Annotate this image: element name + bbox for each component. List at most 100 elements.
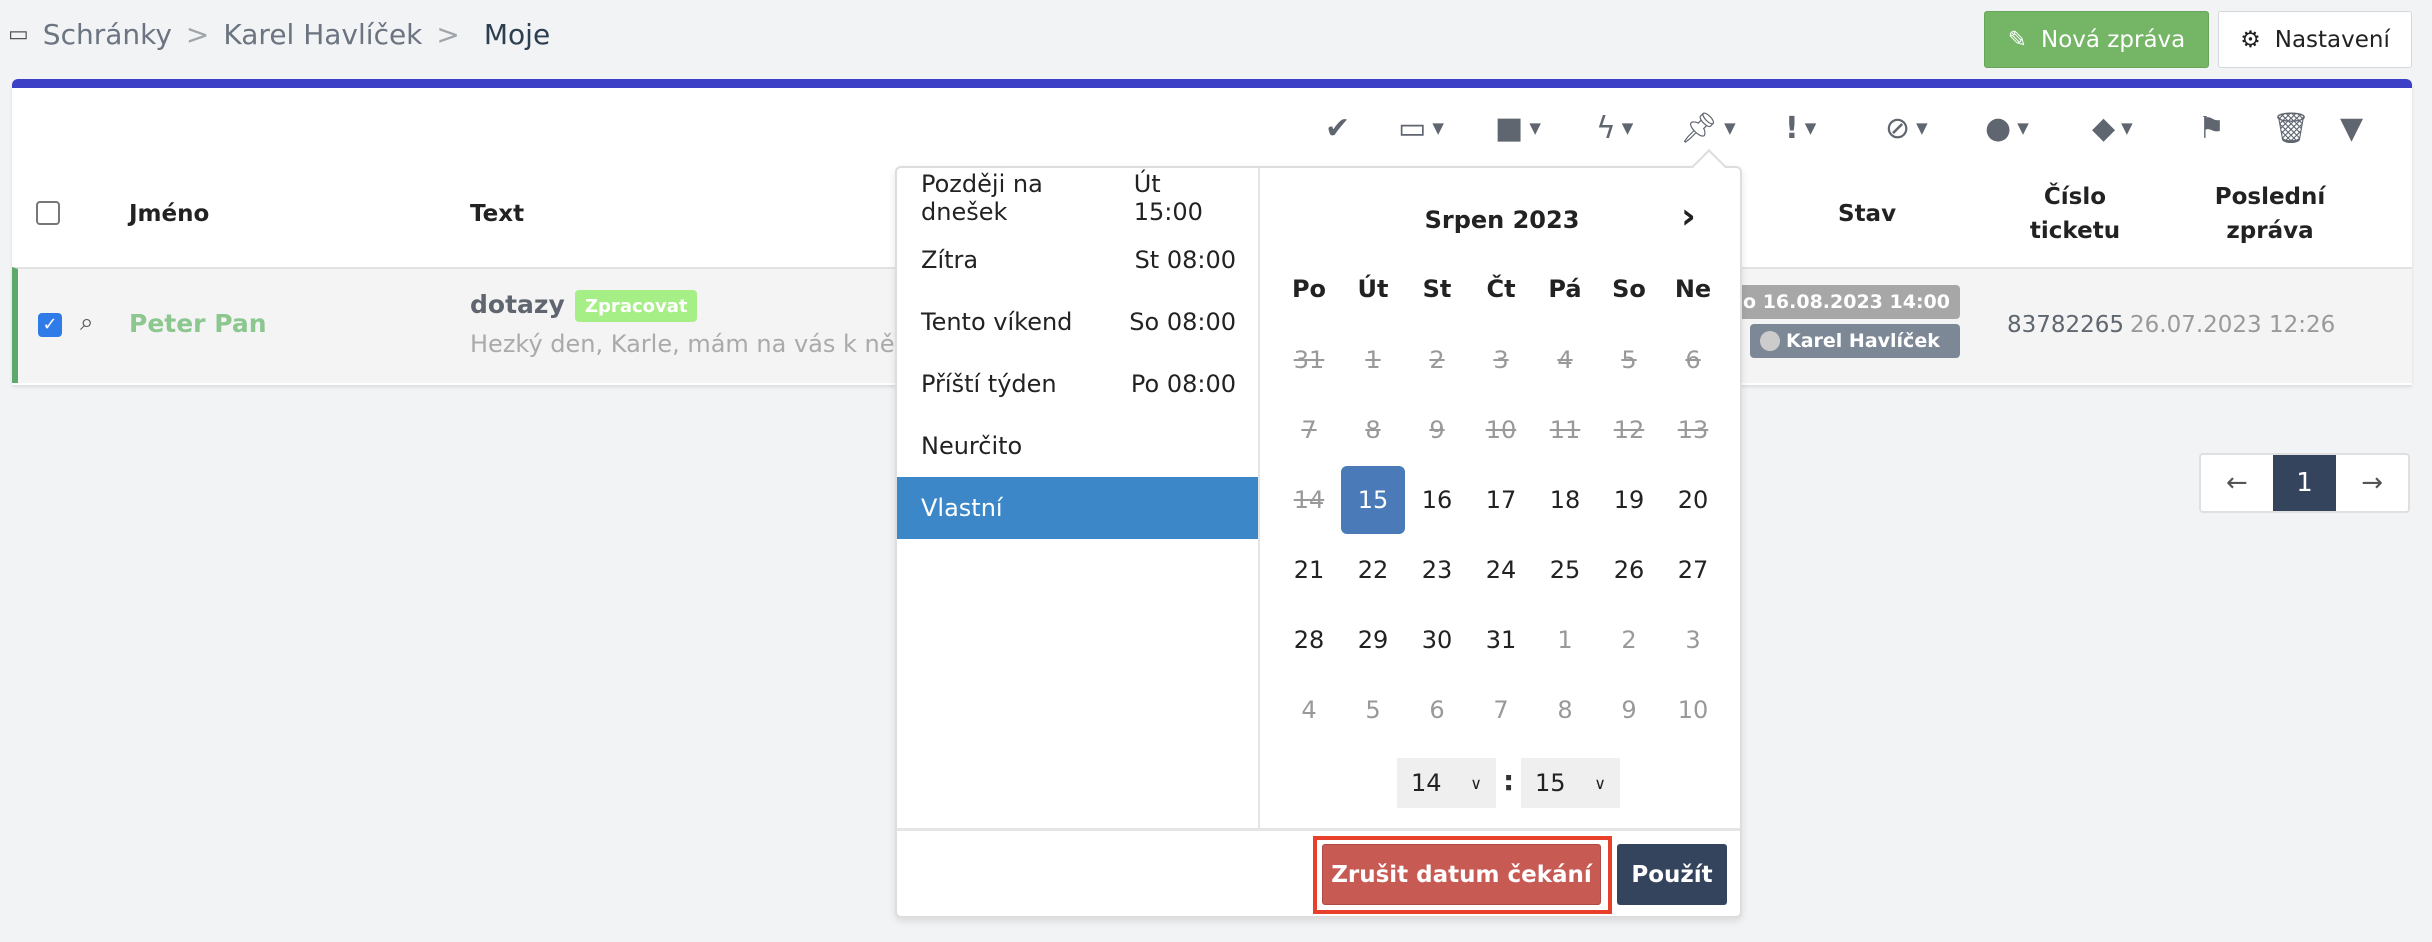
calendar-day[interactable]: 1 <box>1557 626 1573 654</box>
calendar-day: 2 <box>1429 346 1445 374</box>
priority-menu[interactable]: ! ▼ <box>1785 108 1816 148</box>
calendar-day: 5 <box>1621 346 1637 374</box>
snooze-option-label: Později na dnešek <box>921 170 1043 226</box>
calendar-day: 1 <box>1365 346 1381 374</box>
weekday-header: St <box>1422 275 1452 303</box>
select-all-checkbox[interactable] <box>36 201 60 225</box>
snooze-option[interactable]: Později na dnešek Út 15:00 <box>897 167 1258 229</box>
calendar-day[interactable]: 23 <box>1421 556 1453 584</box>
tags-icon: ◆ <box>2092 110 2116 146</box>
cancel-wait-button[interactable]: Zrušit datum čekání <box>1322 844 1601 905</box>
breadcrumb: ▭ Schránky > Karel Havlíček > Moje <box>8 14 550 54</box>
ticket-number: 83782265 <box>2007 312 2125 338</box>
new-message-button[interactable]: ✎ Nová zpráva <box>1984 11 2209 68</box>
search-icon[interactable]: ⌕ <box>80 308 94 336</box>
header-status[interactable]: Stav <box>1838 201 1897 227</box>
trash-icon[interactable]: 🗑︎ <box>2272 110 2311 146</box>
minute-select[interactable]: 15 ∨ <box>1521 758 1620 808</box>
calendar-day[interactable]: 17 <box>1485 486 1517 514</box>
minute-value: 15 <box>1535 769 1566 797</box>
calendar-day[interactable]: 28 <box>1293 626 1325 654</box>
avatar <box>1760 331 1780 351</box>
snooze-option-time: Út 15:00 <box>1133 170 1203 226</box>
snooze-option[interactable]: Zítra St 08:00 <box>897 229 1258 291</box>
breadcrumb-separator: > <box>185 17 210 51</box>
inbox-menu[interactable]: ▭ ▼ <box>1398 108 1444 148</box>
header-text[interactable]: Text <box>470 201 525 227</box>
filter-icon[interactable]: ▼ <box>2340 110 2364 146</box>
calendar-day[interactable]: 21 <box>1293 556 1325 584</box>
tags-menu[interactable]: ◆ ▼ <box>2092 108 2133 148</box>
calendar-day[interactable]: 2 <box>1621 626 1637 654</box>
pagination: ← 1 → <box>2199 453 2410 513</box>
time-colon: : <box>1503 764 1515 797</box>
check-icon[interactable]: ✔ <box>1325 110 1351 146</box>
calendar-day: 11 <box>1549 416 1581 444</box>
header-last-message[interactable]: Poslední zpráva <box>2190 180 2350 248</box>
next-page-button[interactable]: → <box>2361 468 2384 498</box>
snooze-option[interactable]: Vlastní <box>897 477 1258 539</box>
apply-button[interactable]: Použít <box>1617 844 1727 905</box>
snooze-option[interactable]: Neurčito <box>897 415 1258 477</box>
header-last-line: zpráva <box>2226 218 2314 244</box>
prev-page-button[interactable]: ← <box>2225 468 2248 498</box>
exclamation-icon: ! <box>1785 110 1799 146</box>
folder-menu[interactable]: ■ ▼ <box>1495 108 1541 148</box>
calendar-day[interactable]: 22 <box>1357 556 1389 584</box>
chevron-down-icon: ∨ <box>1594 773 1606 793</box>
folder-icon: ■ <box>1495 110 1524 146</box>
row-subject: dotazy <box>470 290 565 319</box>
calendar-day[interactable]: 15 <box>1341 466 1405 534</box>
calendar-day[interactable]: 25 <box>1549 556 1581 584</box>
calendar-day: 8 <box>1365 416 1381 444</box>
caret-icon: ▼ <box>1916 119 1928 137</box>
assignee-name: Karel Havlíček <box>1786 330 1940 352</box>
pin-menu[interactable]: 📌︎ ▼ <box>1680 108 1736 148</box>
snooze-option-time: Po 08:00 <box>1130 370 1236 398</box>
row-checkbox[interactable]: ✓ <box>38 313 62 337</box>
calendar-day[interactable]: 27 <box>1677 556 1709 584</box>
edit-icon: ✎ <box>2007 26 2028 53</box>
calendar-day[interactable]: 9 <box>1621 696 1637 724</box>
calendar-day[interactable]: 24 <box>1485 556 1517 584</box>
divider <box>1258 168 1260 828</box>
calendar-day[interactable]: 16 <box>1421 486 1453 514</box>
calendar-day[interactable]: 5 <box>1365 696 1381 724</box>
calendar-day[interactable]: 10 <box>1677 696 1709 724</box>
row-name[interactable]: Peter Pan <box>129 309 267 338</box>
calendar-day[interactable]: 30 <box>1421 626 1453 654</box>
header-ticket[interactable]: Číslo ticketu <box>2000 180 2150 248</box>
header-ticket-line: Číslo <box>2043 184 2107 210</box>
tag-badge: Zpracovat <box>575 290 698 322</box>
snooze-option-time: St 08:00 <box>1134 246 1236 274</box>
eye-slash-icon: ⊘ <box>1885 110 1911 146</box>
calendar-day[interactable]: 19 <box>1613 486 1645 514</box>
assign-menu[interactable]: ● ▼ <box>1985 108 2029 148</box>
calendar-day[interactable]: 3 <box>1685 626 1701 654</box>
flag-icon[interactable]: ⚑ <box>2198 110 2225 146</box>
breadcrumb-separator: > <box>436 17 460 51</box>
calendar-day[interactable]: 7 <box>1493 696 1509 724</box>
calendar-day: 9 <box>1429 416 1445 444</box>
calendar-day[interactable]: 8 <box>1557 696 1573 724</box>
hour-select[interactable]: 14 ∨ <box>1397 758 1496 808</box>
header-name[interactable]: Jméno <box>129 201 210 227</box>
bolt-menu[interactable]: ϟ ▼ <box>1596 108 1633 148</box>
breadcrumb-user[interactable]: Karel Havlíček <box>223 17 423 51</box>
calendar-day[interactable]: 26 <box>1613 556 1645 584</box>
calendar-day[interactable]: 29 <box>1357 626 1389 654</box>
settings-button[interactable]: ⚙ Nastavení <box>2218 11 2412 68</box>
visibility-menu[interactable]: ⊘ ▼ <box>1885 108 1928 148</box>
calendar-day[interactable]: 18 <box>1549 486 1581 514</box>
breadcrumb-inboxes[interactable]: Schránky <box>42 17 172 51</box>
gear-icon: ⚙ <box>2240 26 2261 53</box>
next-month-button[interactable]: › <box>1681 196 1696 237</box>
snooze-option[interactable]: Příští týden Po 08:00 <box>897 353 1258 415</box>
calendar-day[interactable]: 4 <box>1301 696 1317 724</box>
calendar-day[interactable]: 31 <box>1485 626 1517 654</box>
calendar-day[interactable]: 6 <box>1429 696 1445 724</box>
snooze-option[interactable]: Tento víkend So 08:00 <box>897 291 1258 353</box>
calendar-day[interactable]: 20 <box>1677 486 1709 514</box>
caret-icon: ▼ <box>1804 119 1817 137</box>
page-1-button[interactable]: 1 <box>2272 455 2337 511</box>
